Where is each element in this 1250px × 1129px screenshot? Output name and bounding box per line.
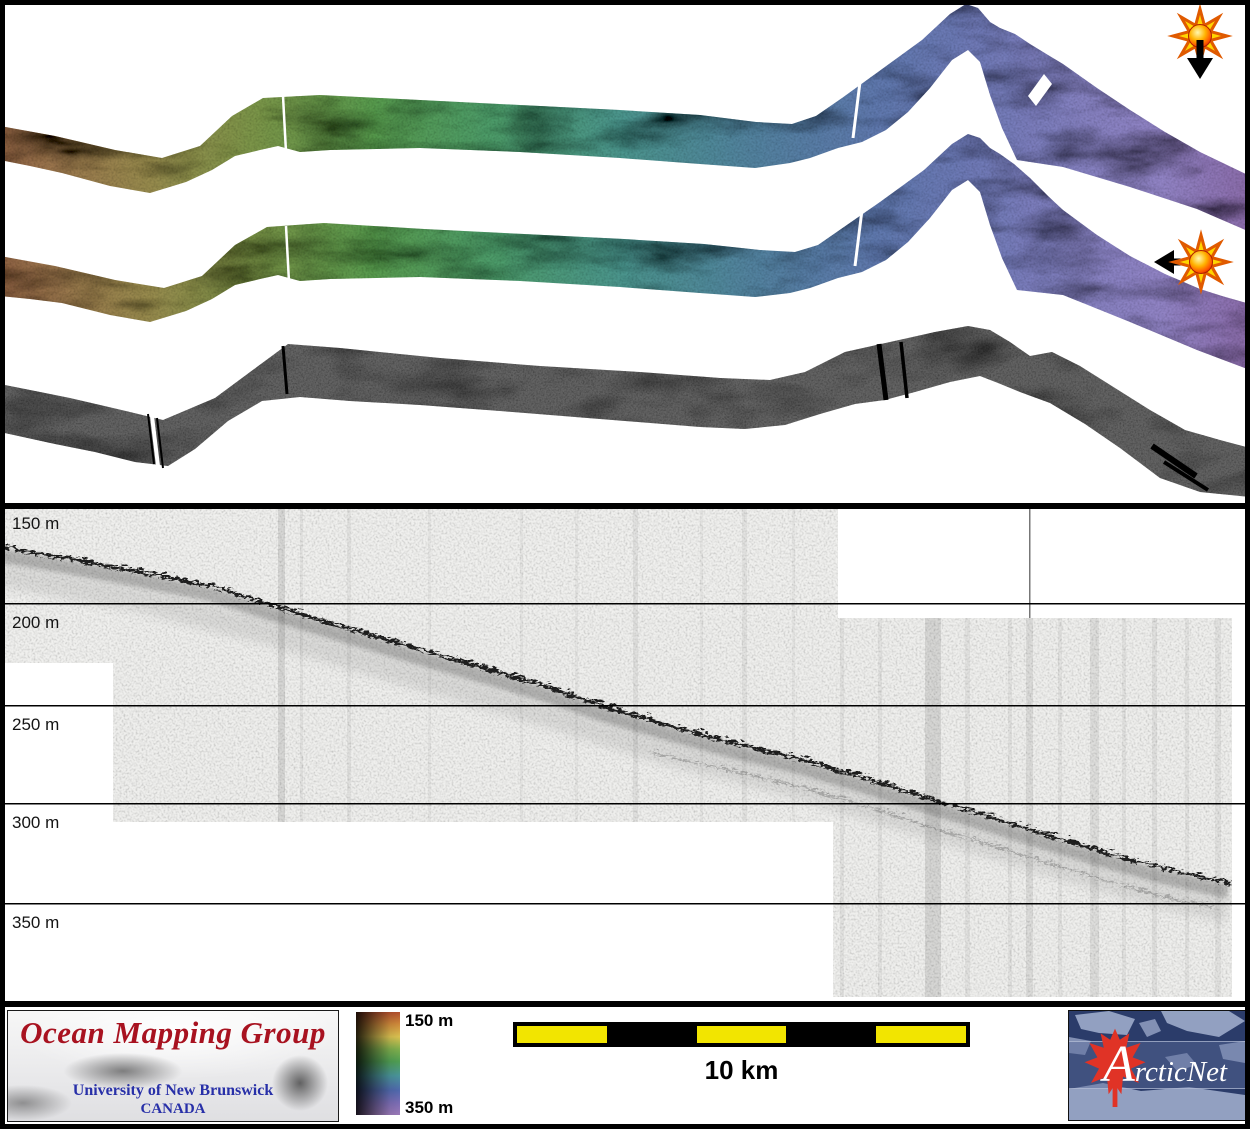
omg-country: CANADA <box>140 1101 206 1117</box>
scale-bar-segment <box>606 1026 697 1043</box>
omg-title: Ocean Mapping Group <box>20 1015 326 1050</box>
depth-label: 200 m <box>12 613 59 632</box>
depth-gridline <box>0 705 1250 707</box>
echogram-stripe <box>1122 507 1126 997</box>
echogram-bottom-border <box>0 1001 1250 1007</box>
swath-bathymetry-north-lit <box>0 4 1250 232</box>
scale-bar-segment <box>517 1026 607 1043</box>
swath-backscatter <box>0 326 1250 497</box>
swath-seam <box>1028 74 1052 106</box>
scale-bar-segment <box>696 1026 787 1043</box>
band-edge <box>1069 1041 1245 1042</box>
arrow-down-icon <box>1187 40 1213 79</box>
sun-east-icon <box>1154 233 1230 291</box>
echogram-stripe <box>925 507 941 997</box>
echogram-stripe-artifacts <box>278 507 1221 997</box>
echogram-stripe <box>840 507 844 997</box>
scale-bar-segment <box>876 1026 966 1043</box>
arcticnet-rest: rcticNet <box>1135 1056 1228 1088</box>
swath-seam <box>851 73 863 139</box>
omg-subtitle: University of New Brunswick <box>72 1082 274 1099</box>
scale-bar <box>513 1022 970 1047</box>
echogram-top-border <box>0 503 1250 509</box>
swath-seam <box>1162 460 1210 492</box>
depth-colorbar <box>356 1012 400 1115</box>
swath-seam <box>876 343 889 401</box>
depth-label: 250 m <box>12 715 59 734</box>
echogram-stripe <box>792 507 795 997</box>
echogram-stripe <box>428 507 431 997</box>
echogram-stripe <box>1215 507 1221 997</box>
arcticnet-logo: ArcticNet <box>1068 1010 1246 1121</box>
arcticnet-wordmark: ArcticNet <box>1100 1036 1228 1093</box>
swath-seam <box>1150 443 1198 479</box>
colorbar-top-label: 150 m <box>405 1011 454 1030</box>
sun-north-icon <box>1171 7 1229 79</box>
maple-leaf-icon <box>1084 1028 1146 1107</box>
depth-gridline <box>0 903 1250 905</box>
echogram-stripe <box>278 507 285 997</box>
seafloor-reflector <box>0 543 1232 923</box>
echogram-stripe <box>1058 507 1062 997</box>
footer-bar: Ocean Mapping Group University of New Br… <box>0 1007 1250 1129</box>
depth-gridline <box>0 803 1250 805</box>
omg-logo: Ocean Mapping Group University of New Br… <box>7 1010 339 1122</box>
depth-gridlines <box>0 603 1250 905</box>
scale-bar-label: 10 km <box>704 1055 779 1085</box>
echogram-line-artifact <box>1029 508 1031 618</box>
swath-seam <box>147 413 155 465</box>
swath-seam <box>899 341 909 399</box>
arcticnet-initial: A <box>1100 1036 1135 1093</box>
depth-label: 150 m <box>12 514 59 533</box>
echogram-stripe <box>347 507 351 997</box>
echogram-stripe <box>878 507 882 997</box>
echogram-stripe <box>1008 507 1012 997</box>
echogram-stripe <box>1185 507 1189 997</box>
swath-bathymetry-east-lit <box>0 134 1250 370</box>
swath-seam <box>853 201 865 267</box>
echogram-stripe <box>520 507 523 997</box>
echogram-stripe <box>1090 507 1099 997</box>
depth-gridline <box>0 603 1250 605</box>
echogram-stripe <box>1152 507 1157 997</box>
echogram-panel: 150 m 200 m 250 m 300 m 350 m <box>0 503 1250 1007</box>
echogram-stripe <box>300 507 303 997</box>
swath-seam <box>156 417 164 469</box>
swath-seam <box>281 345 289 395</box>
swath-seam <box>284 225 291 283</box>
map-panel <box>0 0 1250 503</box>
scale-bar-segment <box>786 1026 877 1043</box>
echogram-stripe <box>965 507 970 997</box>
swath-seam <box>281 95 288 153</box>
depth-label: 350 m <box>12 913 59 932</box>
echogram-stripe <box>575 507 578 997</box>
depth-label: 300 m <box>12 813 59 832</box>
band-edge <box>1069 1088 1245 1089</box>
colorbar-bottom-label: 350 m <box>405 1098 454 1117</box>
swath-seam <box>150 415 160 467</box>
echogram-stripe <box>1026 507 1033 997</box>
